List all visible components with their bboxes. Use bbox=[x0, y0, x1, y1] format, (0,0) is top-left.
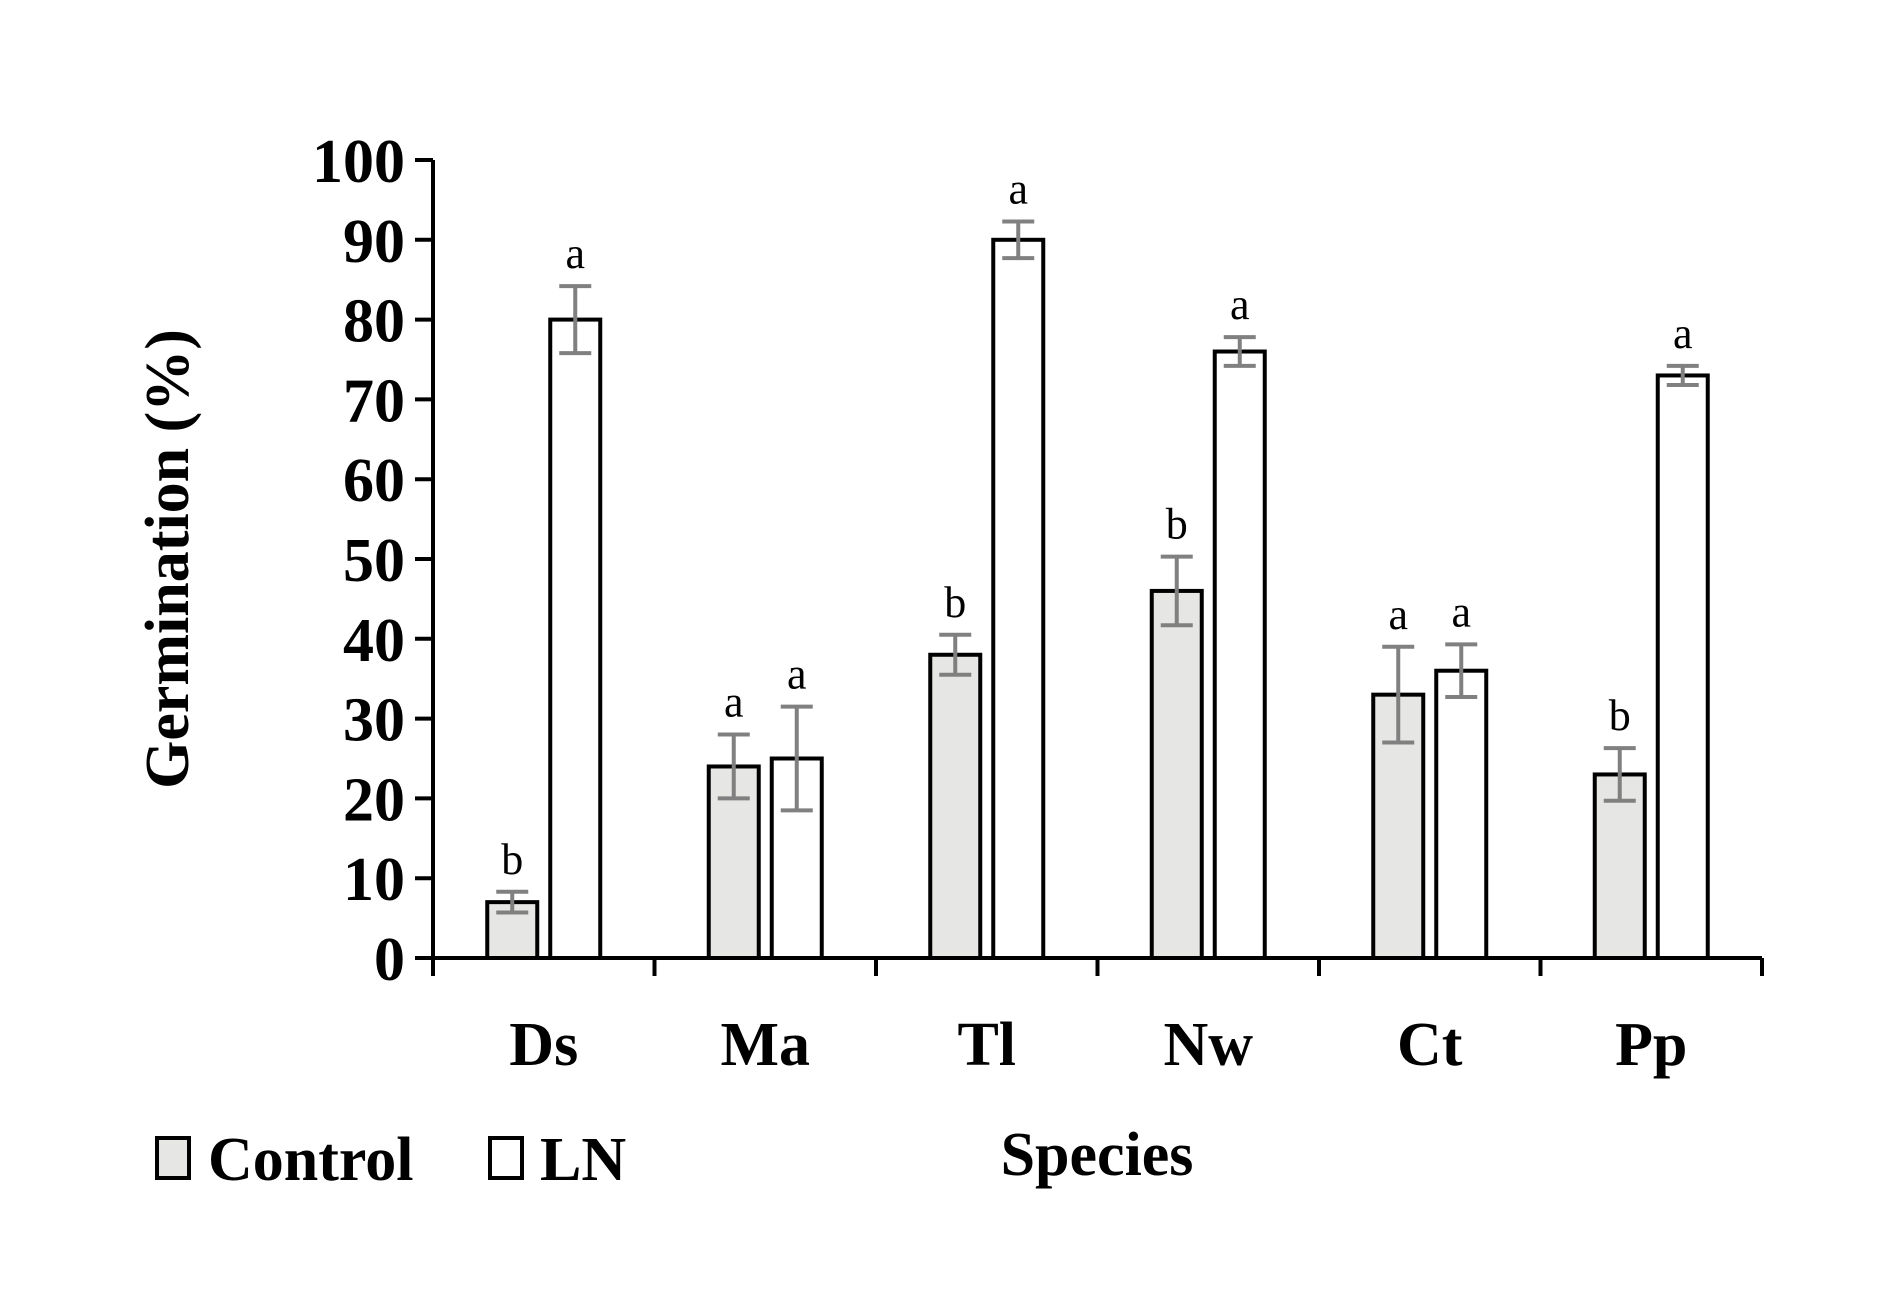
error-bar bbox=[1223, 335, 1256, 368]
error-bars-layer bbox=[496, 219, 1699, 915]
significance-letter: a bbox=[565, 229, 585, 278]
legend: Control LN bbox=[155, 1126, 626, 1194]
significance-letter: b bbox=[1166, 500, 1188, 549]
x-category-label: Tl bbox=[957, 1011, 1016, 1079]
error-bar bbox=[496, 889, 529, 915]
significance-letter: a bbox=[1008, 164, 1028, 213]
y-tick-label: 30 bbox=[343, 687, 405, 755]
bar-ln bbox=[1434, 668, 1489, 960]
significance-letter: a bbox=[1451, 587, 1471, 636]
y-tick-label: 0 bbox=[374, 926, 405, 994]
error-bar bbox=[1603, 746, 1636, 803]
error-bar bbox=[717, 732, 750, 801]
significance-letter: a bbox=[1673, 309, 1693, 358]
error-bar bbox=[1445, 642, 1478, 700]
legend-label: Control bbox=[208, 1126, 414, 1194]
x-ticks-layer: Ds Ma Tl Nw Ct Pp bbox=[431, 958, 1764, 1079]
legend-item-control: Control bbox=[155, 1126, 414, 1194]
y-ticks-layer: 0 10 20 30 40 50 60 70 80 90 100 bbox=[312, 128, 433, 994]
error-bar bbox=[1160, 554, 1193, 628]
error-bar bbox=[1002, 219, 1035, 261]
y-axis-title: Germination (%) bbox=[134, 329, 202, 789]
y-tick-label: 70 bbox=[343, 367, 405, 435]
significance-letter: a bbox=[1230, 280, 1250, 329]
significance-letter: b bbox=[501, 835, 523, 884]
legend-label: LN bbox=[540, 1126, 626, 1194]
x-category-label: Pp bbox=[1615, 1011, 1687, 1079]
y-tick-label: 40 bbox=[343, 607, 405, 675]
significance-letter: b bbox=[944, 578, 966, 627]
x-axis-title: Species bbox=[1001, 1121, 1194, 1189]
y-tick-label: 10 bbox=[343, 846, 405, 914]
bar-ln bbox=[991, 237, 1046, 961]
error-bar bbox=[1382, 644, 1415, 745]
y-tick-label: 80 bbox=[343, 288, 405, 356]
y-tick-label: 50 bbox=[343, 527, 405, 595]
x-category-label: Ct bbox=[1397, 1011, 1463, 1079]
significance-letter: b bbox=[1609, 691, 1631, 740]
bar-ln bbox=[1212, 349, 1267, 960]
bar-control bbox=[1592, 772, 1647, 961]
significance-letter: a bbox=[724, 678, 744, 727]
y-tick-label: 20 bbox=[343, 766, 405, 834]
x-category-label: Nw bbox=[1163, 1011, 1253, 1079]
significance-letter: a bbox=[1388, 590, 1408, 639]
error-bar bbox=[559, 284, 592, 356]
error-bar bbox=[939, 632, 972, 677]
significance-letter: a bbox=[787, 650, 807, 699]
bar-control bbox=[928, 652, 983, 960]
bar-ln bbox=[1655, 373, 1710, 960]
error-bar bbox=[1666, 363, 1699, 388]
legend-item-ln: LN bbox=[488, 1126, 626, 1194]
y-tick-label: 90 bbox=[343, 208, 405, 276]
legend-swatch bbox=[488, 1136, 524, 1180]
y-tick-label: 60 bbox=[343, 447, 405, 515]
bar-ln bbox=[548, 317, 603, 961]
error-bar bbox=[780, 704, 813, 813]
legend-swatch bbox=[155, 1136, 191, 1180]
y-tick-label: 100 bbox=[312, 128, 405, 196]
bars-layer bbox=[485, 237, 1710, 961]
x-category-label: Ds bbox=[509, 1011, 578, 1079]
x-category-label: Ma bbox=[720, 1011, 810, 1079]
bar-control bbox=[1149, 588, 1204, 960]
